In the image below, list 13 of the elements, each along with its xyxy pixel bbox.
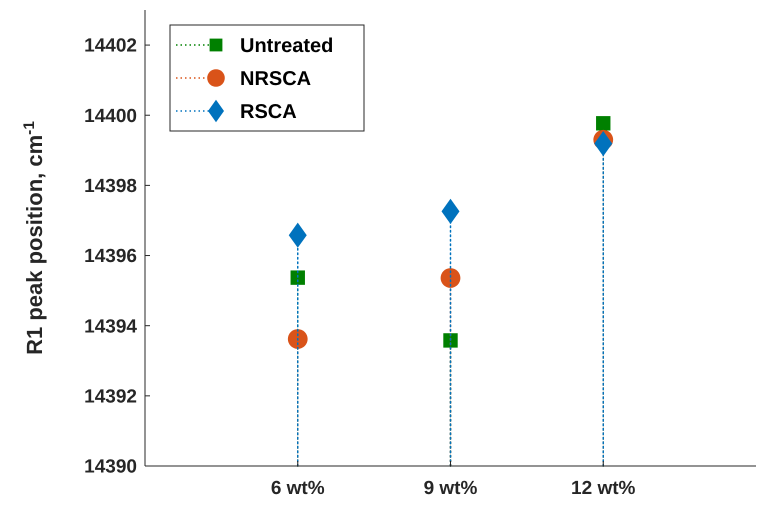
y-tick-label: 14390 (84, 456, 137, 478)
y-tick-label: 14392 (84, 386, 137, 408)
y-tick-label: 14402 (84, 36, 137, 57)
x-tick-label: 12 wt% (571, 478, 636, 499)
y-tick-label: 14396 (84, 246, 137, 268)
x-tick-label: 9 wt% (424, 478, 478, 499)
legend-label: NRSCA (240, 68, 312, 90)
y-tick-label: 14398 (84, 176, 137, 198)
y-tick-label: 14394 (84, 316, 138, 338)
legend-label: Untreated (240, 35, 334, 57)
x-tick-label: 6 wt% (270, 478, 325, 499)
y-tick-label: 14400 (84, 106, 137, 127)
legend-label: RSCA (240, 101, 297, 123)
